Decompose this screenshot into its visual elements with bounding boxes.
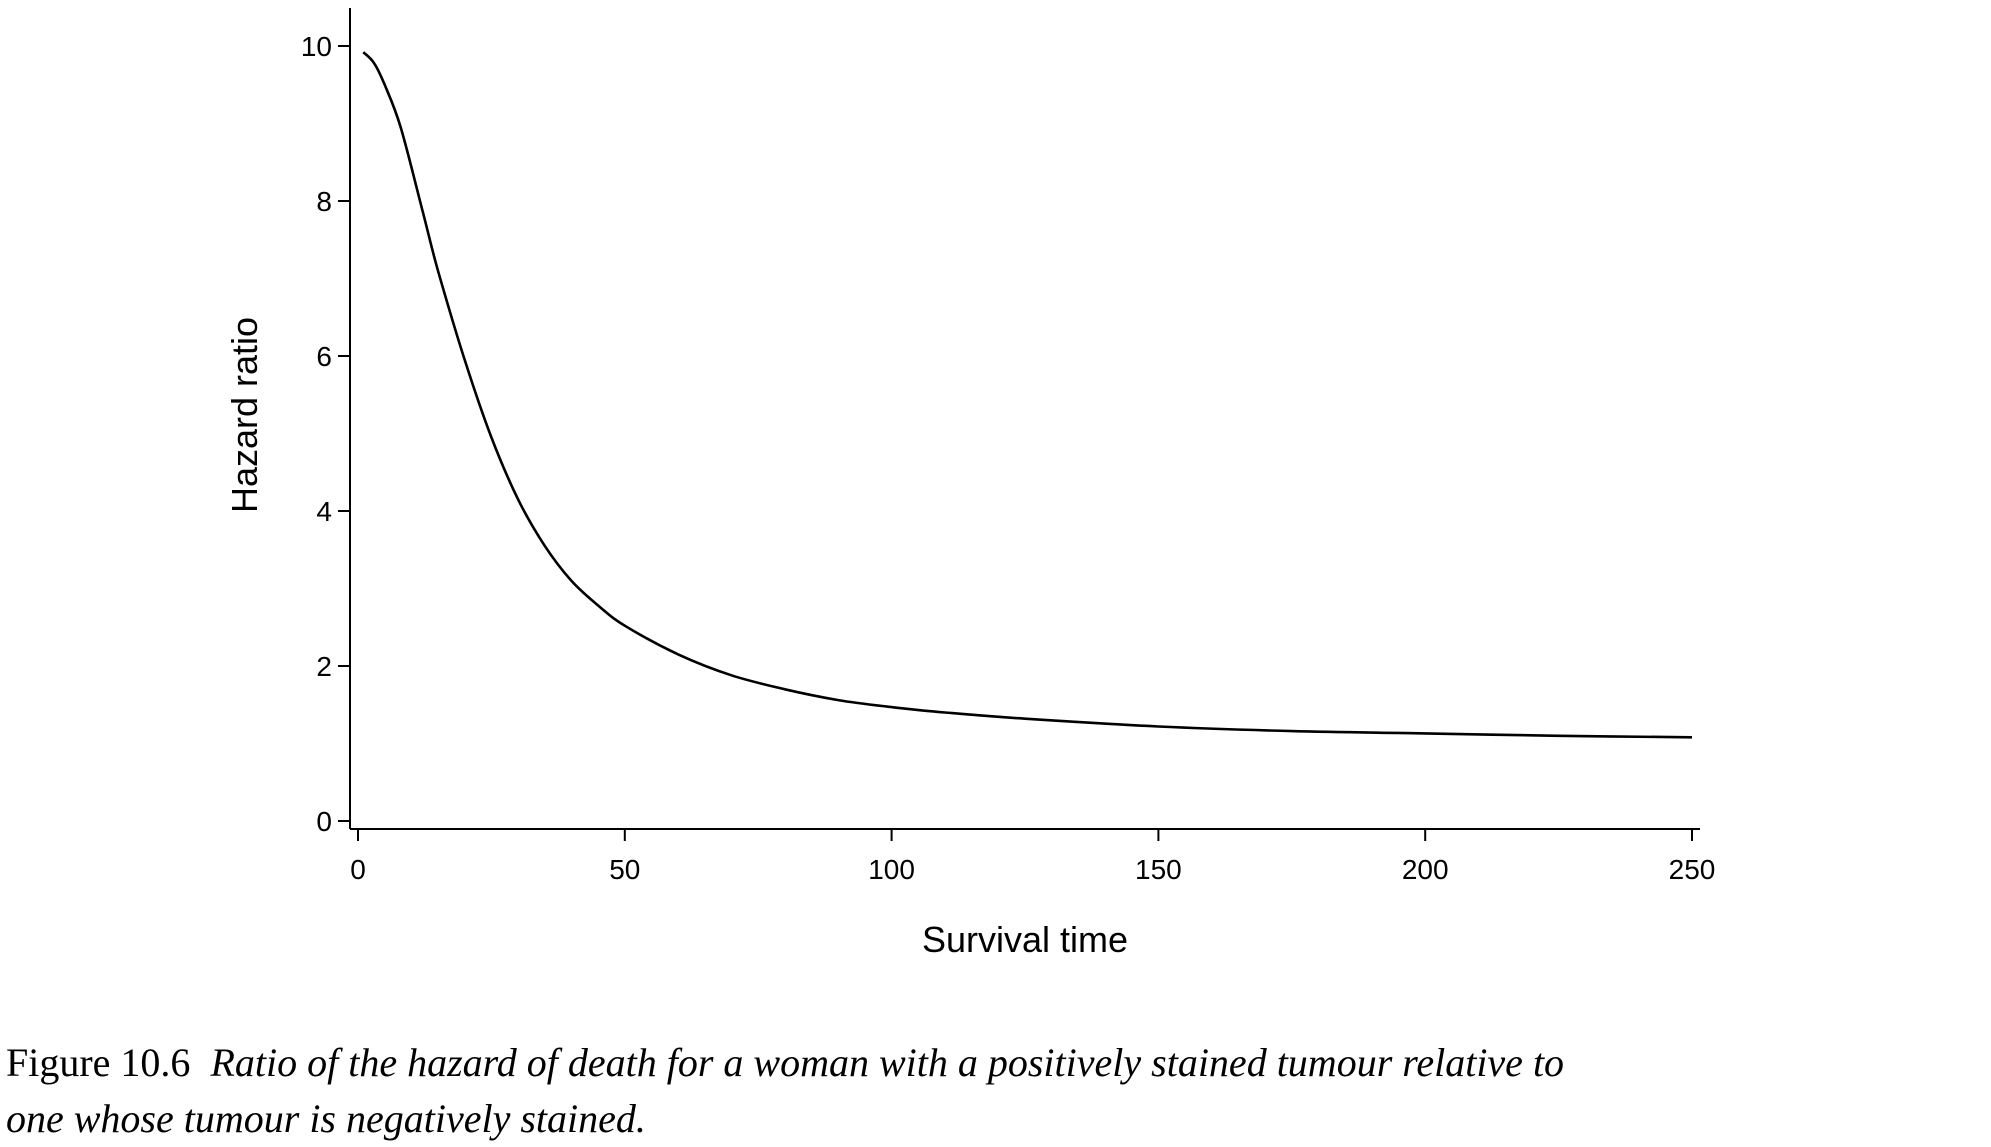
y-tick-label: 8 [316, 186, 332, 217]
y-axis-label: Hazard ratio [224, 317, 265, 513]
x-axis: 0 50 100 150 200 250 [350, 828, 1716, 885]
x-tick-label: 100 [868, 854, 915, 885]
x-axis-label: Survival time [922, 919, 1128, 960]
series-layer [362, 51, 1693, 739]
caption-line-2: one whose tumour is negatively stained. [6, 1091, 1981, 1147]
caption-text-line-1: Ratio of the hazard of death for a woman… [210, 1040, 1565, 1085]
y-axis: 0 2 4 6 8 10 [301, 8, 351, 837]
y-tick-label: 2 [316, 651, 332, 682]
y-tick-label: 4 [316, 496, 332, 527]
x-tick-label: 200 [1402, 854, 1449, 885]
y-tick-label: 0 [316, 806, 332, 837]
caption-figure-label: Figure 10.6 [6, 1040, 191, 1085]
figure-caption: Figure 10.6 Ratio of the hazard of death… [6, 1035, 1981, 1147]
caption-text-line-2: one whose tumour is negatively stained. [6, 1096, 646, 1141]
caption-line-1: Figure 10.6 Ratio of the hazard of death… [6, 1035, 1981, 1091]
x-tick-label: 50 [609, 854, 640, 885]
hazard-ratio-chart: 0 2 4 6 8 10 0 50 100 150 200 250 Hazard ratio Sur… [224, 8, 1716, 960]
hazard-ratio-line [362, 51, 1693, 739]
y-tick-label: 6 [316, 341, 332, 372]
x-tick-label: 0 [350, 854, 366, 885]
x-tick-label: 150 [1135, 854, 1182, 885]
y-tick-label: 10 [301, 31, 332, 62]
x-tick-label: 250 [1669, 854, 1716, 885]
